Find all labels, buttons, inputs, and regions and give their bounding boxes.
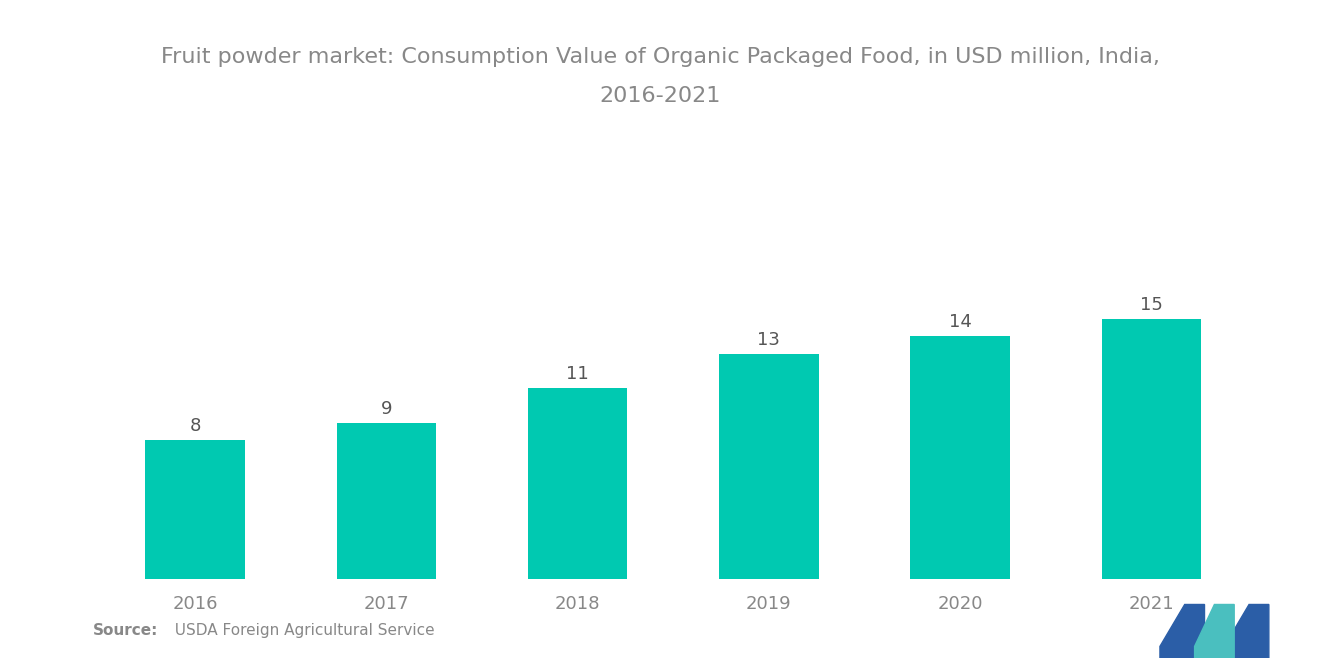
Bar (337, 423, 436, 579)
Bar (528, 388, 627, 579)
Bar (145, 440, 244, 579)
Text: 9: 9 (380, 400, 392, 418)
Text: Fruit powder market: Consumption Value of Organic Packaged Food, in USD million,: Fruit powder market: Consumption Value o… (161, 47, 1159, 66)
Text: 2016-2021: 2016-2021 (599, 86, 721, 106)
Text: 14: 14 (949, 313, 972, 331)
Text: USDA Foreign Agricultural Service: USDA Foreign Agricultural Service (165, 623, 434, 638)
Bar (911, 336, 1010, 579)
Text: 8: 8 (189, 417, 201, 435)
Text: Source:: Source: (92, 623, 158, 638)
Polygon shape (1160, 604, 1204, 658)
Text: 15: 15 (1140, 296, 1163, 314)
Text: 11: 11 (566, 365, 589, 383)
Bar (719, 354, 818, 579)
Polygon shape (1195, 604, 1234, 658)
Text: 13: 13 (758, 331, 780, 348)
Polygon shape (1225, 604, 1269, 658)
Bar (1102, 319, 1201, 579)
